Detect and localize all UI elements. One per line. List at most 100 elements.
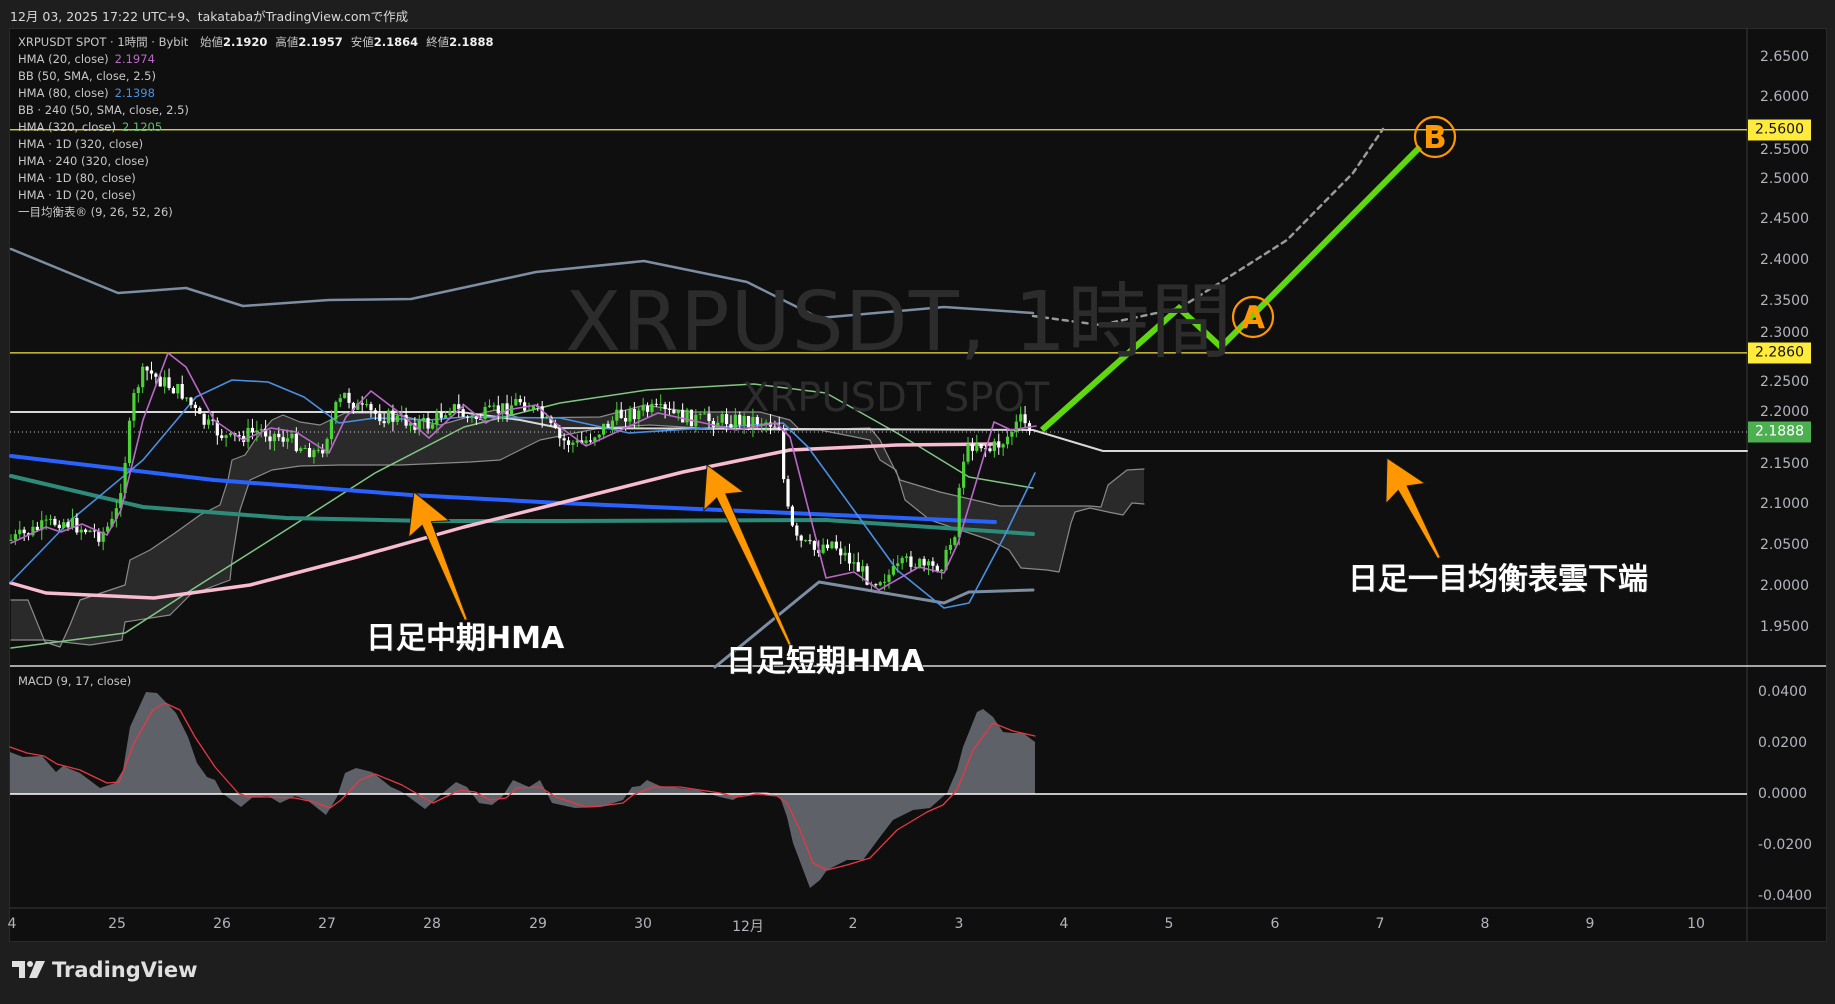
candle [457,404,461,410]
candle [294,433,298,452]
candle [391,410,395,422]
legend-indicator[interactable]: BB · 240 (50, SMA, close, 2.5) [18,102,494,119]
candle [659,404,663,406]
legend-indicator[interactable]: BB (50, SMA, close, 2.5) [18,68,494,85]
candle [641,405,645,411]
candle [777,426,781,430]
legend-indicator[interactable]: HMA · 1D (320, close) [18,136,494,153]
candle [149,370,154,374]
candle [171,387,176,394]
indicator-name: BB · 240 (50, SMA, close, 2.5) [18,103,189,117]
candle [650,403,654,412]
candle [786,479,790,507]
candle [373,410,377,414]
candle [88,530,92,533]
legend-indicator[interactable]: HMA (80, close) 2.1398 [18,85,494,102]
candle [566,440,571,445]
candle [1010,431,1014,437]
candle [909,556,913,567]
indicator-name: 一目均衡表® (9, 26, 52, 26) [18,205,173,219]
candle [843,552,847,556]
legend-indicator[interactable]: HMA · 1D (20, close) [18,187,494,204]
candle [351,402,356,410]
candle [35,526,39,531]
candle [206,419,211,425]
candle [663,404,667,409]
time-label: 6 [1270,916,1280,932]
legend-indicator[interactable]: HMA · 1D (80, close) [18,170,494,187]
time-label: 10 [1687,916,1705,932]
candles[interactable] [9,361,1032,592]
arrow-short-hma[interactable] [687,456,810,654]
candle [588,440,593,442]
arrow-cloud-bottom[interactable] [1367,448,1458,568]
candle [228,433,233,436]
candle [812,541,816,550]
candle [957,487,961,538]
arrow-mid-hma[interactable] [394,484,487,629]
candle [531,405,536,410]
candle [597,434,601,438]
candle [935,565,939,572]
candle [1001,444,1005,448]
candle [277,433,281,438]
candle [755,417,759,425]
candle [900,557,904,564]
candle [343,392,347,399]
candle [891,565,895,575]
point-a-marker[interactable]: A [1231,295,1275,339]
legend-indicator[interactable]: 一目均衡表® (9, 26, 52, 26) [18,204,494,221]
candle [264,429,268,437]
candle [632,408,636,420]
candle [953,537,957,545]
candle [395,415,399,422]
price-tick: 2.4000 [1760,252,1809,269]
candle [189,397,193,405]
legend-ohlc: 始値2.1920 高値2.1957 安値2.1864 終値2.1888 [192,35,494,49]
time-label: 8 [1480,916,1490,932]
candle [84,529,88,533]
candle [733,414,737,428]
candle [505,403,509,415]
legend-indicator[interactable]: HMA · 240 (320, close) [18,153,494,170]
candle [136,387,140,394]
ohlc-label: 始値 [199,35,223,49]
candle [852,562,856,564]
candle [408,423,413,426]
indicator-name: HMA · 1D (20, close) [18,188,136,202]
daily-short-hma [9,442,997,600]
candle [856,562,860,572]
ohlc-value: 2.1957 [298,35,343,49]
arrow-icon [408,491,469,622]
ohlc-value: 2.1888 [449,35,494,49]
point-label: A [1241,300,1265,336]
candle [114,508,118,519]
candle [347,392,351,403]
tradingview-logo[interactable]: TradingView [12,958,197,982]
candle [795,525,799,536]
candle [1023,414,1027,424]
candle [321,449,325,454]
indicator-name: HMA · 1D (80, close) [18,171,136,185]
candle [290,433,294,439]
legend-indicator[interactable]: HMA (320, close) 2.1205 [18,119,494,136]
candle [325,439,329,454]
candle [602,423,606,435]
candle [803,540,808,542]
candle [386,410,391,424]
time-label: 5 [1164,916,1174,932]
candle [127,420,132,463]
candle [645,405,650,412]
candle [711,421,715,428]
candle [334,402,338,420]
candle [369,404,373,411]
candle [220,435,224,438]
point-b-marker[interactable]: B [1413,115,1457,159]
legend-symbol-row[interactable]: XRPUSDT SPOT · 1時間 · Bybit 始値2.1920 高値2.1… [18,34,494,51]
candle [681,409,685,423]
candle [97,531,101,542]
macd-legend[interactable]: MACD (9, 17, close) [18,674,132,688]
legend-indicator[interactable]: HMA (20, close) 2.1974 [18,51,494,68]
candle [250,427,255,433]
